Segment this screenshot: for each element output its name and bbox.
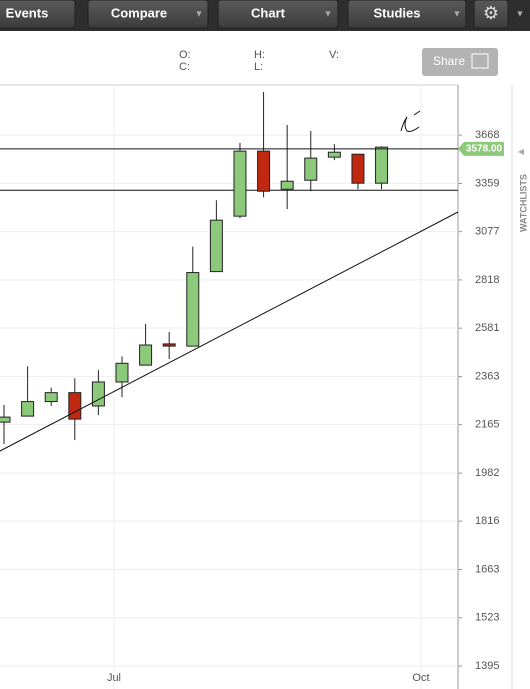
candle-body	[304, 157, 318, 181]
candle-body	[21, 401, 35, 417]
y-tick-label: 2581	[475, 322, 499, 334]
candle-body	[280, 180, 294, 190]
compare-button[interactable]	[87, 0, 209, 29]
share-button[interactable]	[422, 48, 498, 76]
candle-body	[186, 272, 200, 347]
toolbar-buttons: Events Compare ▼ Chart ▼ Studies ▼ ⚙ ▼	[0, 0, 525, 29]
chart-label: Chart	[251, 5, 286, 20]
candle-body	[44, 392, 58, 403]
x-tick-label: Oct	[412, 672, 429, 684]
candle-body	[257, 150, 271, 192]
y-tick-label: 1663	[475, 563, 499, 575]
price-tag	[458, 141, 504, 156]
y-tick-label: 3668	[475, 129, 499, 141]
trend-line	[0, 211, 459, 452]
close-label: C:	[179, 61, 190, 73]
gear-icon: ⚙	[483, 3, 499, 23]
share-icon	[471, 53, 489, 69]
studies-button[interactable]	[347, 0, 467, 29]
y-tick-label: 3077	[475, 226, 499, 238]
studies-label: Studies	[374, 5, 421, 20]
candle-body	[209, 219, 223, 273]
dropdown-arrow: ▼	[195, 8, 204, 18]
y-tick-label: 3359	[475, 177, 499, 189]
share-label: Share	[433, 54, 465, 68]
chart-button[interactable]	[217, 0, 339, 29]
compare-label: Compare	[111, 5, 167, 20]
y-tick-label: 2818	[475, 274, 499, 286]
open-label: O:	[179, 49, 191, 61]
x-tick-label: Jul	[107, 672, 121, 684]
dropdown-arrow: ▼	[324, 8, 333, 18]
y-tick-label: 1395	[475, 660, 499, 672]
candle-body	[233, 150, 247, 217]
events-label: Events	[6, 5, 49, 20]
candle-body	[375, 146, 389, 184]
candle-body	[115, 362, 129, 383]
events-button[interactable]	[0, 0, 76, 29]
y-tick-label: 1816	[475, 515, 499, 527]
annotation-scribble	[400, 110, 421, 132]
y-tick-label: 1982	[475, 467, 499, 479]
tab-arrow: ◀	[518, 147, 525, 156]
candle-body	[327, 151, 341, 158]
y-tick-label: 2363	[475, 371, 499, 383]
settings-button[interactable]	[473, 0, 509, 29]
y-tick-label: 2165	[475, 419, 499, 431]
high-label: H:	[254, 49, 265, 61]
candle-body	[91, 381, 105, 407]
plot-area: 1395 1523 1663 1816 1982 2165 2363 2581 2818 3077…	[0, 85, 504, 689]
y-tick-label: 1523	[475, 612, 499, 624]
low-label: L:	[254, 61, 263, 73]
price-tag-label: 3578.00	[466, 143, 503, 154]
candle-body	[351, 153, 365, 184]
candle-body	[162, 343, 176, 347]
volume-label: V:	[329, 49, 339, 61]
candle-body	[68, 392, 82, 420]
candle-body	[0, 416, 11, 423]
dropdown-arrow: ▼	[516, 8, 525, 18]
dropdown-arrow: ▼	[453, 8, 462, 18]
candle-body	[139, 344, 153, 366]
watchlists-tab[interactable]: WATCHLISTS	[518, 174, 528, 232]
